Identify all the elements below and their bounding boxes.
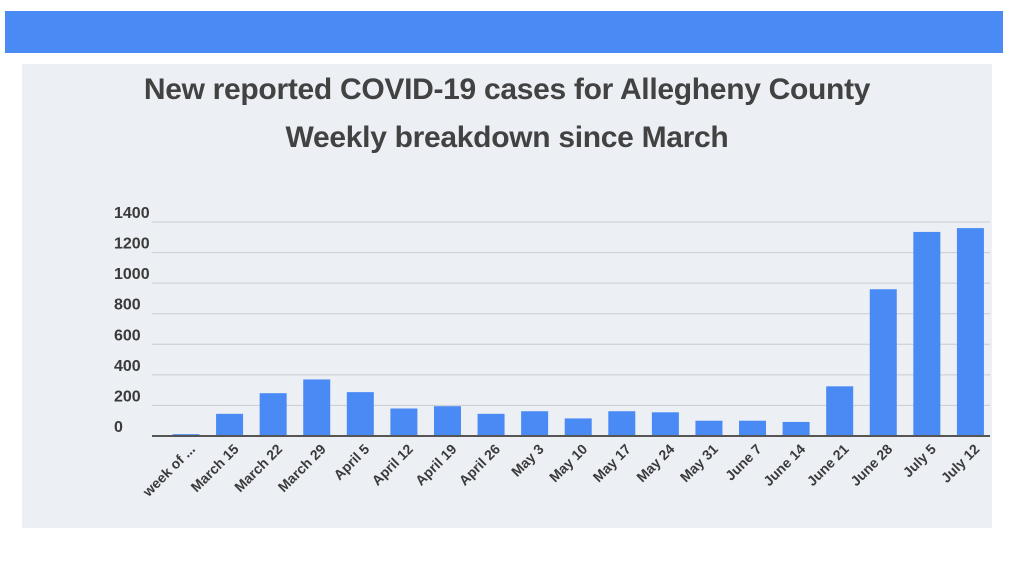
bar [390, 408, 418, 436]
bar [521, 411, 549, 436]
bar [477, 413, 505, 436]
top-banner [5, 11, 1003, 53]
y-axis-ticks: 0 200 400 600 800 1000 1200 1400 [114, 205, 150, 436]
y-tick-label: 0 [114, 419, 123, 436]
bar [433, 406, 461, 436]
x-tick-label: April 12 [368, 441, 416, 489]
chart-panel [22, 64, 992, 528]
chart-title: New reported COVID-19 cases for Alleghen… [143, 73, 871, 106]
bar [956, 228, 984, 436]
y-tick-label: 1400 [114, 205, 150, 222]
chart-subtitle: Weekly breakdown since March [285, 121, 729, 154]
x-tick-label: June 14 [760, 441, 808, 489]
bar [826, 386, 854, 436]
x-tick-label: June 7 [722, 441, 765, 484]
bar [608, 411, 636, 436]
x-tick-label: June 28 [847, 441, 895, 489]
y-tick-label: 200 [114, 388, 141, 405]
y-tick-label: 1200 [114, 236, 150, 253]
x-tick-label: May 10 [546, 441, 590, 485]
bar [695, 420, 723, 436]
y-tick-label: 1000 [114, 266, 150, 283]
bar [651, 412, 679, 436]
x-tick-label: week of ... [139, 441, 198, 500]
bar [346, 392, 374, 436]
y-tick-label: 400 [114, 358, 141, 375]
y-tick-label: 800 [114, 297, 141, 314]
x-tick-label: July 5 [900, 441, 940, 481]
x-tick-label: April 19 [412, 441, 460, 489]
x-tick-label: June 21 [804, 441, 852, 489]
x-tick-label: May 24 [633, 441, 677, 485]
bars [172, 228, 984, 436]
bar [739, 420, 767, 436]
bar [303, 379, 331, 436]
bar [216, 413, 244, 436]
gridlines [152, 221, 990, 406]
bar [869, 289, 897, 436]
x-tick-label: April 5 [330, 441, 372, 483]
bar [564, 418, 592, 436]
x-tick-label: May 3 [508, 441, 547, 480]
bar [913, 231, 941, 436]
x-tick-label: March 29 [275, 441, 329, 495]
x-tick-label: May 17 [590, 441, 634, 485]
x-tick-label: April 26 [456, 441, 504, 489]
bar [259, 393, 287, 436]
y-tick-label: 600 [114, 327, 141, 344]
x-tick-label: May 31 [677, 441, 721, 485]
bar [782, 421, 810, 436]
x-tick-label: July 12 [938, 441, 983, 486]
